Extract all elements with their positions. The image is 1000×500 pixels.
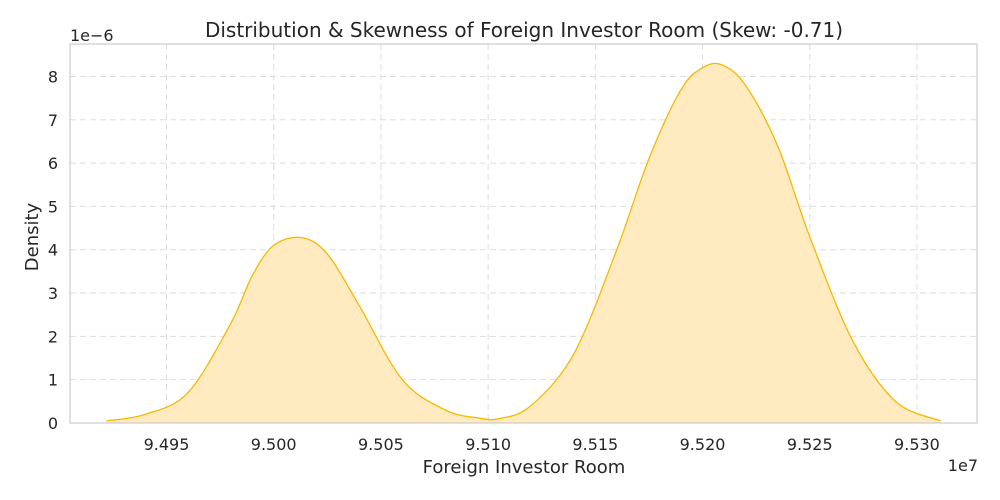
y-tick-label: 0 [48, 414, 58, 433]
x-tick-label: 9.530 [894, 435, 940, 454]
y-tick-label: 8 [48, 67, 58, 86]
plot-frame [69, 43, 978, 424]
density-area-fill [106, 63, 941, 423]
density-curve-line [106, 62, 941, 422]
x-tick-label: 9.500 [251, 435, 297, 454]
x-tick-label: 9.510 [465, 435, 511, 454]
y-tick-label: 3 [48, 284, 58, 303]
y-tick-label: 7 [48, 111, 58, 130]
chart-title: Distribution & Skewness of Foreign Inves… [205, 18, 843, 42]
tick-labels: 9.495 9.500 9.505 9.510 9.515 9.520 9.525 9.530… [48, 67, 940, 454]
x-axis-label: Foreign Investor Room [423, 457, 626, 478]
y-tick-label: 2 [48, 327, 58, 346]
y-tick-label: 4 [48, 241, 58, 260]
y-tick-label: 1 [48, 371, 58, 390]
y-tick-label: 6 [48, 154, 58, 173]
x-tick-label: 9.525 [787, 435, 833, 454]
density-area-layer [106, 62, 941, 423]
y-offset-label: 1e−6 [70, 26, 114, 45]
x-tick-label: 9.495 [144, 435, 190, 454]
x-offset-label: 1e7 [948, 456, 978, 475]
x-tick-label: 9.505 [358, 435, 404, 454]
x-tick-label: 9.515 [572, 435, 618, 454]
y-axis-label: Density [22, 202, 43, 271]
y-tick-label: 5 [48, 197, 58, 216]
x-tick-label: 9.520 [680, 435, 726, 454]
